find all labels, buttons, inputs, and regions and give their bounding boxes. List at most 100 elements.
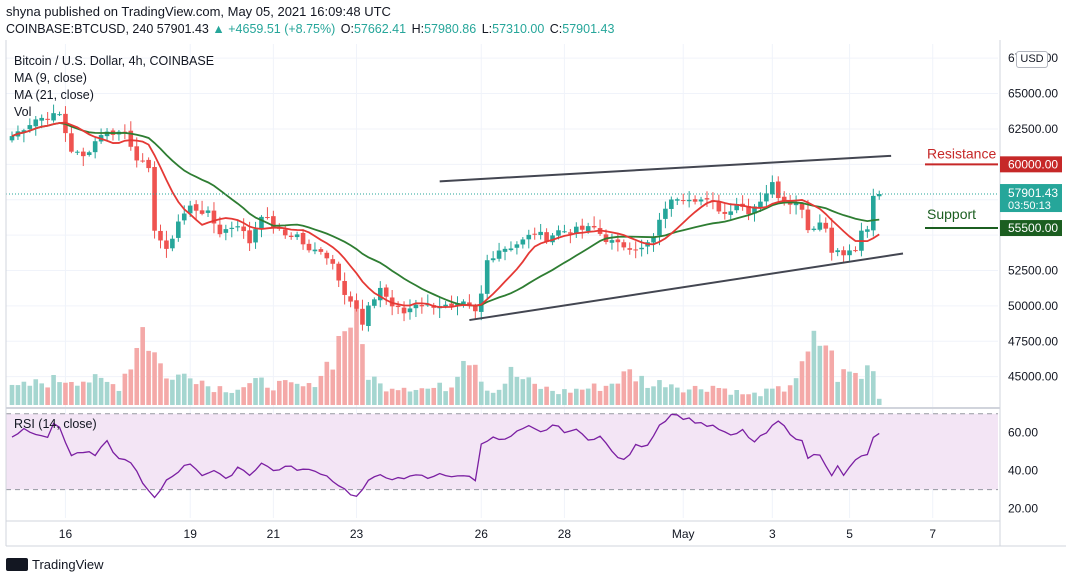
candle-body	[871, 195, 876, 231]
volume-bar	[538, 388, 543, 405]
candle-body	[823, 222, 829, 229]
volume-bar	[657, 380, 662, 405]
volume-bar	[568, 392, 573, 405]
candle-body	[413, 304, 419, 309]
candle-body	[294, 234, 300, 238]
volume-bar	[752, 392, 757, 405]
candle-body	[330, 259, 336, 264]
volume-bar	[865, 365, 870, 405]
candle-body	[663, 208, 668, 219]
ma21-legend[interactable]: MA (21, close)	[14, 88, 94, 102]
rsi-tick-label: 60.00	[1008, 426, 1038, 440]
volume-bar	[45, 387, 50, 405]
volume-bar	[651, 386, 656, 405]
volume-bar	[419, 388, 425, 405]
volume-bar	[306, 383, 312, 405]
volume-bar	[372, 376, 377, 405]
ma9-legend[interactable]: MA (9, close)	[14, 71, 87, 85]
candle-body	[176, 221, 181, 238]
volume-bar	[680, 392, 686, 405]
volume-bar	[336, 335, 341, 405]
candle-body	[181, 213, 187, 221]
tradingview-logo-icon	[6, 558, 28, 571]
volume-bar	[271, 390, 276, 405]
rsi-tick-label: 20.00	[1008, 502, 1038, 516]
candle-body	[847, 250, 852, 256]
candle-body	[674, 199, 680, 201]
candle-body	[306, 243, 312, 251]
candle-body	[366, 305, 371, 326]
candle-body	[775, 181, 781, 199]
candle-body	[152, 166, 157, 231]
volume-bar	[692, 385, 698, 405]
change-text: +4659.51 (+8.75%)	[228, 22, 336, 36]
volume-legend[interactable]: Vol	[14, 105, 32, 119]
candle-body	[300, 233, 306, 245]
volume-bar	[247, 383, 252, 405]
publish-info: shyna published on TradingView.com, May …	[6, 4, 391, 19]
candle-body	[158, 230, 163, 241]
volume-bar	[799, 361, 805, 405]
last-price-tag-label: 57901.43	[1008, 186, 1058, 200]
volume-bar	[591, 383, 597, 405]
candle-body	[876, 194, 882, 197]
time-tick-label: 28	[558, 527, 572, 541]
volume-bar	[199, 380, 205, 405]
tradingview-logo[interactable]: TradingView	[6, 557, 104, 572]
countdown-label: 03:50:13	[1008, 200, 1051, 212]
candle-body	[282, 229, 288, 236]
volume-bar	[579, 389, 585, 405]
candle-body	[312, 249, 318, 252]
candle-body	[841, 250, 846, 256]
volume-bar	[389, 388, 395, 405]
volume-bar	[51, 375, 56, 405]
channel-upper-line	[439, 154, 892, 183]
volume-bar	[241, 387, 246, 405]
volume-bar	[787, 385, 793, 405]
volume-bar	[764, 388, 769, 405]
volume-bar	[437, 382, 442, 405]
time-tick-label: 3	[769, 527, 776, 541]
candle-body	[657, 219, 662, 236]
currency-button[interactable]: USD	[1016, 51, 1048, 68]
candle-body	[508, 248, 514, 251]
candle-body	[324, 252, 330, 259]
candle-body	[781, 196, 787, 201]
candle-body	[562, 231, 567, 233]
volume-bar	[277, 380, 282, 405]
candle-body	[265, 217, 270, 219]
candle-body	[134, 146, 140, 161]
candle-body	[544, 232, 549, 242]
channel-lower-line	[469, 252, 904, 322]
volume-bar	[710, 385, 716, 405]
candle-body	[21, 130, 27, 133]
volume-bar	[746, 394, 751, 405]
volume-bar	[21, 381, 27, 405]
volume-bar	[443, 391, 448, 405]
volume-bar	[859, 378, 864, 405]
candle-body	[449, 303, 454, 307]
volume-bar	[360, 344, 365, 405]
volume-bar	[217, 386, 223, 405]
candle-body	[704, 198, 710, 200]
annotation-price-tag-label: 55500.00	[1008, 221, 1058, 235]
candle-body	[734, 204, 739, 211]
volume-bar	[669, 384, 674, 405]
volume-bar	[69, 381, 74, 405]
volume-bar	[645, 387, 650, 405]
rsi-legend[interactable]: RSI (14, close)	[14, 417, 97, 431]
last-price-tag	[1000, 184, 1062, 213]
candle-body	[170, 238, 175, 249]
candle-body	[223, 229, 229, 233]
candle-body	[770, 182, 775, 195]
candle-body	[609, 240, 615, 243]
candle-body	[478, 293, 484, 312]
time-tick-label: May	[672, 527, 695, 541]
volume-bar	[122, 373, 128, 405]
candle-body	[502, 248, 508, 252]
candle-body	[217, 224, 223, 235]
volume-bar	[86, 382, 92, 405]
candle-body	[57, 114, 62, 116]
candle-body	[205, 210, 211, 213]
